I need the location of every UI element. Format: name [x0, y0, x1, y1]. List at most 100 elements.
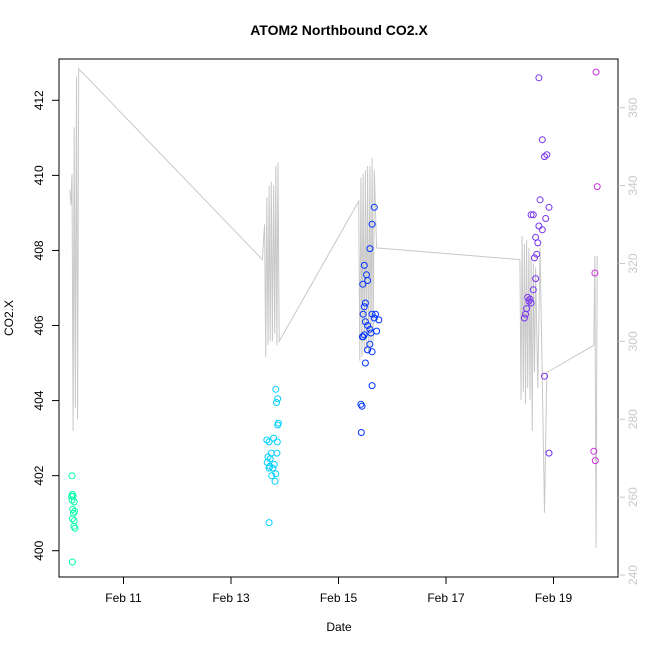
data-point: [366, 325, 374, 333]
x-tick-label: Feb 15: [320, 591, 358, 605]
y-tick-label: 408: [32, 240, 46, 260]
y2-tick-label: 280: [626, 409, 640, 429]
y-axis-left: 400 402 404 406 408 410 412: [32, 90, 59, 561]
data-point: [360, 303, 368, 311]
data-point: [265, 464, 273, 472]
y2-tick-label: 260: [626, 487, 640, 507]
data-point: [270, 460, 278, 468]
x-axis: Feb 11 Feb 13 Feb 15 Feb 17 Feb 19: [105, 577, 573, 605]
data-point: [541, 153, 548, 161]
data-point: [361, 318, 369, 326]
data-point: [593, 183, 601, 191]
data-point: [542, 215, 550, 222]
data-point: [273, 399, 280, 406]
data-point: [529, 286, 537, 294]
data-point: [592, 68, 600, 76]
data-point: [359, 310, 367, 318]
data-point: [360, 331, 368, 339]
data-point: [272, 470, 280, 478]
data-point: [358, 333, 366, 341]
data-point: [527, 299, 535, 307]
data-point: [270, 434, 278, 442]
data-point: [273, 438, 281, 446]
data-point: [269, 464, 277, 472]
data-point: [533, 250, 541, 258]
data-point: [274, 395, 282, 403]
points-layer: [68, 68, 601, 566]
data-point: [271, 477, 279, 485]
y-tick-label: 412: [32, 90, 46, 110]
data-point: [527, 211, 535, 219]
y2-tick-label: 320: [626, 253, 640, 273]
data-point: [361, 359, 369, 367]
data-point: [538, 136, 546, 144]
data-point: [372, 310, 379, 318]
x-tick-label: Feb 11: [105, 591, 142, 605]
y-axis-title: CO2.X: [2, 300, 16, 336]
y2-tick-label: 240: [626, 565, 640, 585]
data-point: [263, 436, 271, 444]
data-point: [274, 419, 282, 427]
data-point: [526, 295, 534, 303]
data-point: [268, 472, 276, 480]
data-point: [543, 151, 551, 159]
data-point: [359, 280, 367, 288]
y2-tick-label: 340: [626, 175, 640, 195]
data-point: [357, 429, 365, 436]
y-tick-label: 410: [32, 165, 46, 185]
chart-title: ATOM2 Northbound CO2.X: [250, 22, 428, 38]
y2-tick-label: 360: [626, 97, 640, 117]
y-tick-label: 404: [32, 390, 46, 410]
data-point: [532, 233, 540, 241]
data-point: [368, 382, 376, 390]
y2-tick-label: 300: [626, 331, 640, 351]
data-point: [273, 449, 281, 457]
data-point: [591, 269, 599, 277]
y-tick-label: 406: [32, 315, 46, 335]
data-point: [368, 220, 376, 228]
data-point: [366, 245, 374, 253]
x-tick-label: Feb 13: [212, 591, 250, 605]
data-point: [368, 348, 376, 356]
co2-secondary-line: [69, 67, 598, 548]
data-point: [531, 254, 538, 262]
data-point: [535, 74, 543, 82]
data-point: [529, 211, 537, 219]
data-point: [360, 261, 368, 269]
data-point: [68, 515, 76, 523]
data-point: [590, 447, 598, 455]
data-point: [68, 472, 76, 480]
data-point: [68, 496, 76, 504]
data-point: [536, 196, 544, 204]
data-point: [591, 457, 599, 465]
data-point: [358, 402, 366, 410]
data-point: [69, 505, 77, 513]
data-point: [367, 329, 375, 337]
y-tick-label: 400: [32, 540, 46, 560]
data-point: [368, 310, 376, 318]
data-point: [265, 519, 273, 527]
x-tick-label: Feb 19: [535, 591, 573, 605]
data-point: [370, 314, 378, 322]
data-point: [524, 293, 532, 301]
data-point: [364, 277, 372, 284]
data-point: [366, 340, 374, 348]
data-point: [364, 322, 372, 329]
data-point: [532, 275, 540, 283]
data-point: [265, 438, 273, 446]
y-axis-right: 240 260 280 300 320 340 360: [618, 97, 640, 585]
data-point: [535, 222, 543, 230]
y-tick-label: 402: [32, 465, 46, 485]
data-point: [361, 299, 369, 307]
data-point: [545, 203, 553, 211]
data-point: [68, 558, 76, 566]
data-point: [522, 310, 529, 318]
data-point: [370, 203, 378, 211]
data-point: [520, 314, 528, 322]
data-point: [545, 449, 553, 457]
data-point: [541, 372, 548, 380]
data-point: [272, 385, 280, 393]
data-point: [70, 498, 78, 506]
